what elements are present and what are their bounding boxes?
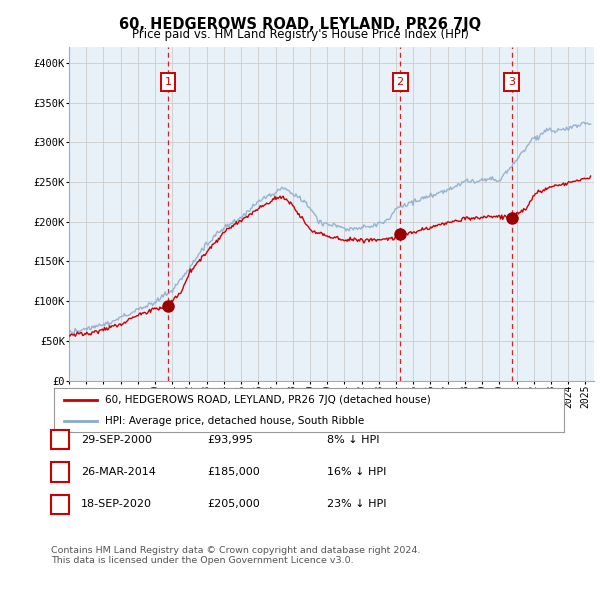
Text: £205,000: £205,000 [207,500,260,509]
Text: 23% ↓ HPI: 23% ↓ HPI [327,500,386,509]
Text: 26-MAR-2014: 26-MAR-2014 [81,467,156,477]
Text: 2: 2 [397,77,404,87]
Text: 60, HEDGEROWS ROAD, LEYLAND, PR26 7JQ (detached house): 60, HEDGEROWS ROAD, LEYLAND, PR26 7JQ (d… [105,395,431,405]
Text: £93,995: £93,995 [207,435,253,444]
Text: 60, HEDGEROWS ROAD, LEYLAND, PR26 7JQ: 60, HEDGEROWS ROAD, LEYLAND, PR26 7JQ [119,17,481,31]
Text: 29-SEP-2000: 29-SEP-2000 [81,435,152,444]
Text: 2: 2 [56,467,64,477]
Text: 1: 1 [164,77,172,87]
Text: 18-SEP-2020: 18-SEP-2020 [81,500,152,509]
Text: 3: 3 [508,77,515,87]
Text: Price paid vs. HM Land Registry's House Price Index (HPI): Price paid vs. HM Land Registry's House … [131,28,469,41]
Text: Contains HM Land Registry data © Crown copyright and database right 2024.
This d: Contains HM Land Registry data © Crown c… [51,546,421,565]
Text: 3: 3 [56,500,64,509]
Text: £185,000: £185,000 [207,467,260,477]
Text: 1: 1 [56,435,64,444]
Text: HPI: Average price, detached house, South Ribble: HPI: Average price, detached house, Sout… [105,416,364,426]
Text: 16% ↓ HPI: 16% ↓ HPI [327,467,386,477]
Text: 8% ↓ HPI: 8% ↓ HPI [327,435,380,444]
